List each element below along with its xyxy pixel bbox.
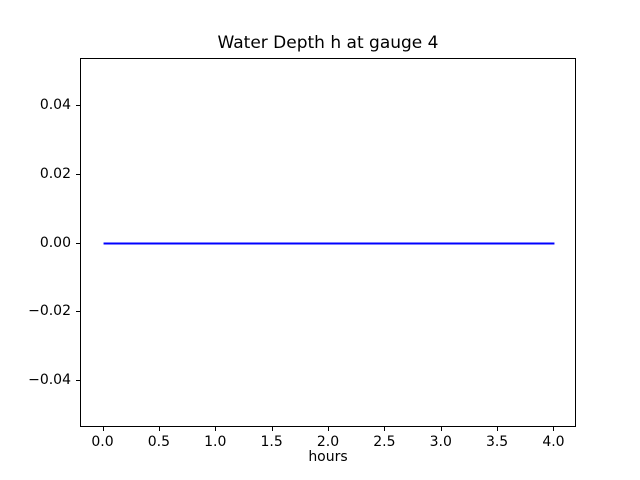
x-axis-label: hours <box>308 449 348 465</box>
x-tick-label: 3.5 <box>485 434 509 450</box>
x-tick-mark <box>553 427 555 431</box>
x-tick-label: 1.5 <box>260 434 283 450</box>
x-tick-label: 2.0 <box>316 434 340 450</box>
y-tick-mark <box>76 104 80 106</box>
y-tick-label: 0.00 <box>39 234 71 251</box>
x-tick-mark <box>215 427 217 431</box>
plot-canvas <box>103 242 555 245</box>
x-tick-label: 2.5 <box>373 434 396 450</box>
y-tick-label: 0.02 <box>39 165 71 182</box>
plot-area <box>80 58 576 427</box>
x-tick-label: 4.0 <box>542 434 565 450</box>
y-tick-mark <box>76 173 80 175</box>
y-tick-label: −0.02 <box>28 303 71 320</box>
x-tick-mark <box>102 427 104 431</box>
x-tick-mark <box>384 427 386 431</box>
x-tick-mark <box>271 427 273 431</box>
chart-title: Water Depth h at gauge 4 <box>217 33 439 53</box>
x-tick-mark <box>328 427 329 431</box>
x-tick-mark <box>497 427 499 431</box>
x-tick-label: 1.0 <box>204 434 227 450</box>
y-tick-mark <box>76 242 80 244</box>
y-tick-label: 0.04 <box>39 96 71 113</box>
y-tick-label: −0.04 <box>28 372 71 389</box>
x-tick-mark <box>158 427 160 431</box>
x-tick-label: 0.5 <box>147 434 171 450</box>
x-tick-label: 3.0 <box>429 434 452 450</box>
x-tick-mark <box>440 427 442 431</box>
x-tick-label: 0.0 <box>91 434 114 450</box>
y-tick-mark <box>76 311 80 313</box>
y-tick-mark <box>76 380 80 382</box>
